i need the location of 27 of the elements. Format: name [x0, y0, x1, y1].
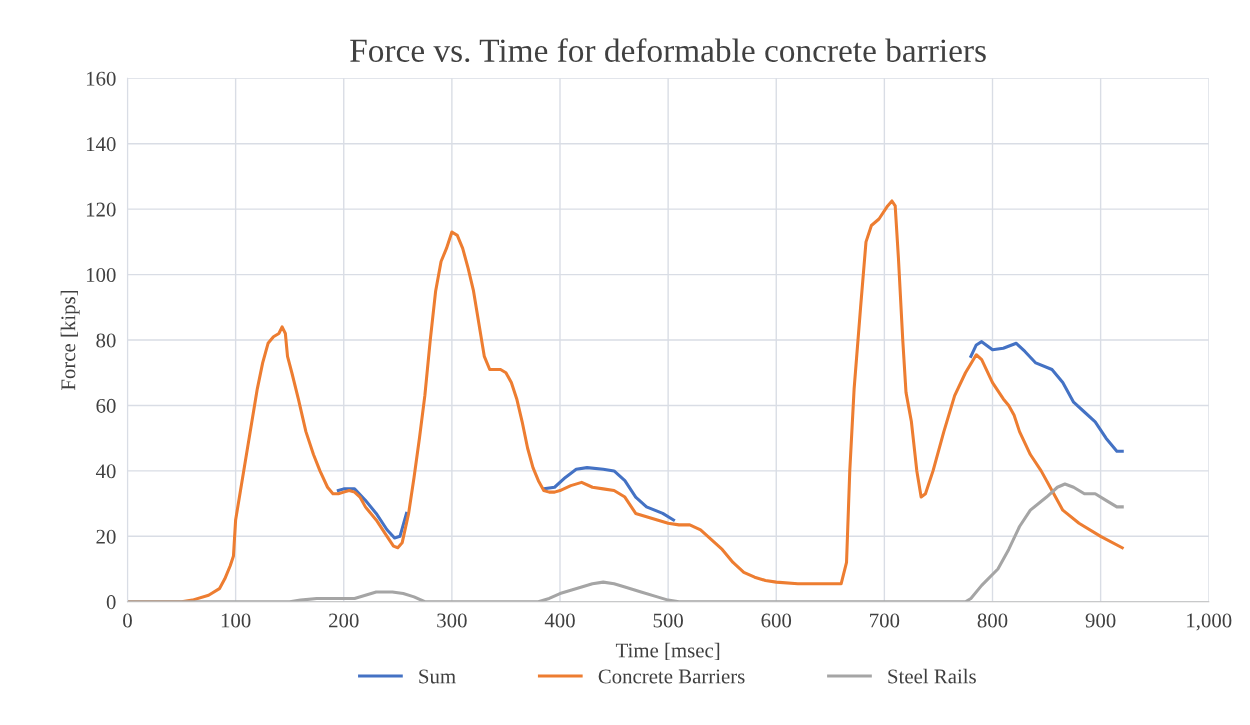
x-tick-label: 700: [870, 613, 900, 628]
x-tick-label: 100: [221, 613, 251, 628]
x-axis-title: Time [msec]: [615, 642, 720, 661]
x-tick-label: 200: [329, 613, 359, 628]
y-axis-title: Force [kips]: [60, 290, 80, 391]
x-tick-label: 0: [123, 613, 132, 628]
y-tick-label: 100: [86, 267, 116, 283]
x-tick-label: 500: [653, 613, 683, 628]
x-tick-label: 400: [544, 613, 575, 628]
legend-label: Sum: [419, 669, 456, 684]
x-tick-label: 900: [1085, 613, 1116, 628]
x-tick-label: 800: [977, 613, 1008, 628]
y-tick-label: 80: [96, 333, 116, 348]
y-tick-label: 40: [95, 464, 116, 479]
x-tick-label: 600: [761, 613, 792, 628]
y-tick-label: 60: [96, 398, 116, 413]
legend-label: Concrete Barriers: [598, 669, 745, 684]
y-tick-label: 160: [86, 71, 116, 86]
legend-label: Steel Rails: [888, 668, 976, 684]
y-tick-label: 0: [106, 595, 116, 610]
y-tick-label: 20: [96, 529, 116, 544]
y-tick-label: 140: [86, 137, 116, 152]
x-tick-label: 1,000: [1187, 613, 1232, 631]
chart-title: Force vs. Time for deformable concrete barriers: [350, 38, 986, 63]
line-series: [127, 482, 1124, 602]
x-tick-label: 300: [437, 613, 467, 628]
y-tick-label: 120: [86, 202, 116, 217]
